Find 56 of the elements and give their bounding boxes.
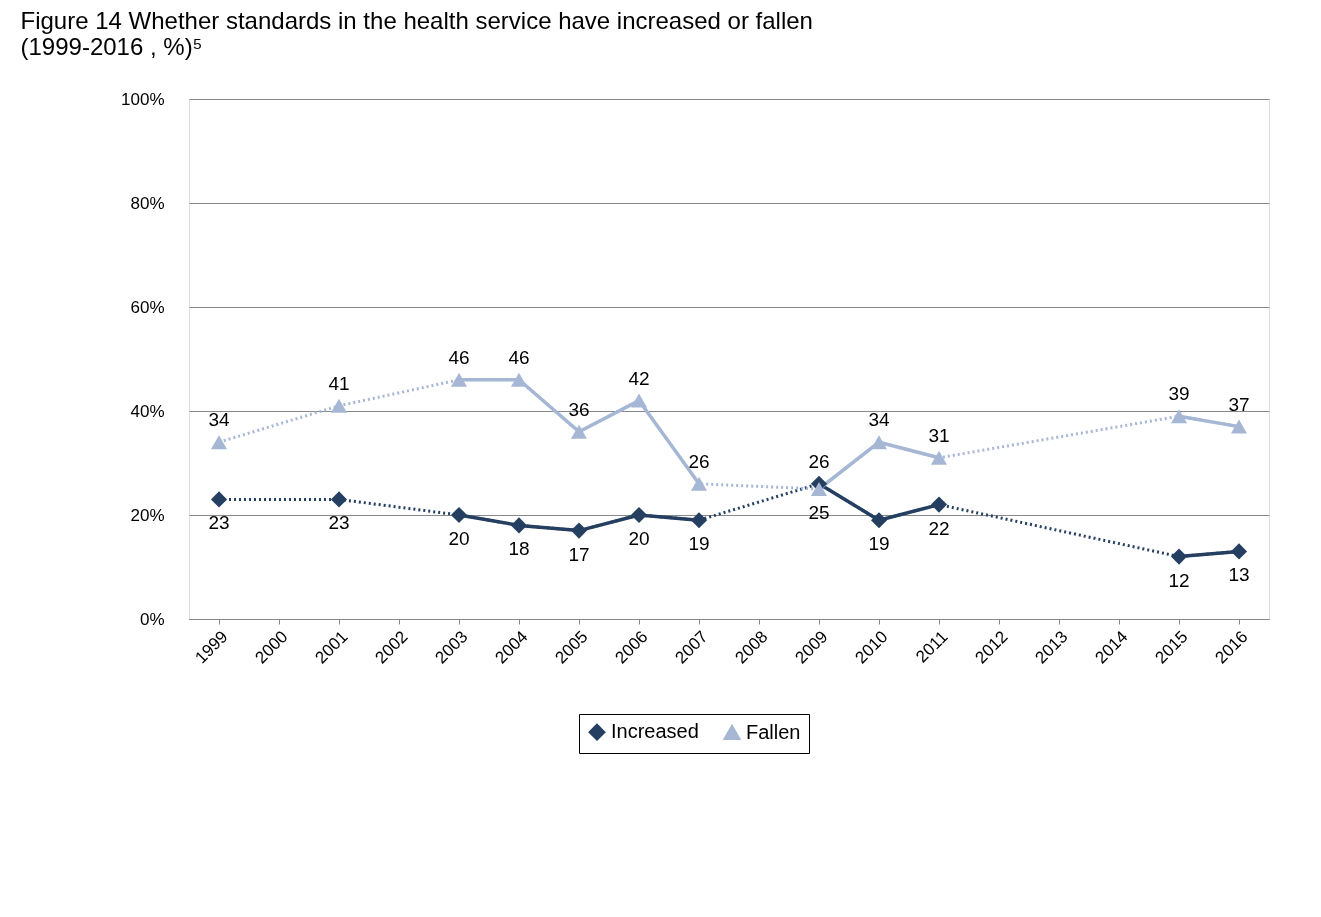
point — [450, 506, 468, 524]
y-tick-label: 100% — [121, 89, 165, 109]
data-label: 19 — [868, 533, 890, 555]
point — [930, 450, 948, 465]
data-label: 13 — [1228, 564, 1250, 586]
data-label: 23 — [208, 512, 230, 534]
point — [1230, 419, 1248, 434]
point — [570, 522, 588, 539]
data-label: 42 — [628, 367, 650, 389]
data-label: 41 — [328, 372, 350, 394]
data-label: 46 — [508, 346, 530, 368]
y-tick-label: 0% — [139, 609, 165, 629]
point — [330, 491, 348, 508]
data-label: 26 — [688, 450, 710, 472]
point — [630, 393, 648, 408]
data-label: 46 — [448, 346, 470, 368]
point — [1170, 409, 1188, 424]
point — [690, 476, 708, 491]
y-tick-label: 40% — [130, 401, 165, 421]
data-label: 20 — [448, 528, 470, 549]
point — [930, 496, 948, 513]
data-label: 39 — [1168, 383, 1190, 405]
data-label: 34 — [868, 409, 890, 431]
point — [630, 506, 648, 524]
data-label: 34 — [208, 409, 230, 431]
text: Figure 14 Whether standards in the health service have increased or fallen — [20, 7, 813, 34]
data-label: 23 — [328, 512, 350, 534]
data-label: 12 — [1168, 569, 1190, 591]
point — [1230, 543, 1248, 560]
y-tick-label: 80% — [130, 193, 165, 213]
data-label: 26 — [808, 450, 830, 472]
point — [210, 435, 228, 450]
point — [1170, 548, 1188, 565]
data-label: 31 — [928, 424, 950, 446]
data-label: 20 — [628, 528, 650, 549]
point — [810, 482, 828, 496]
data-label: 25 — [808, 502, 830, 523]
point — [210, 491, 228, 508]
point — [570, 424, 588, 439]
text: (1999-2016 , %)⁵ — [20, 33, 203, 60]
point — [330, 398, 348, 413]
data-label: 36 — [568, 398, 590, 420]
point — [510, 517, 528, 534]
point — [870, 435, 888, 450]
data-label: 37 — [1228, 393, 1250, 415]
data-label: 19 — [688, 533, 710, 555]
data-label: 17 — [568, 543, 590, 565]
legend-label: Fallen — [746, 720, 801, 743]
y-tick-label: 60% — [130, 297, 165, 317]
data-label: 22 — [928, 517, 950, 539]
data-label: 18 — [508, 538, 530, 560]
y-tick-label: 20% — [130, 505, 165, 525]
legend-label: Increased — [611, 720, 699, 743]
point — [450, 372, 468, 387]
point — [690, 512, 708, 529]
point — [870, 512, 888, 529]
